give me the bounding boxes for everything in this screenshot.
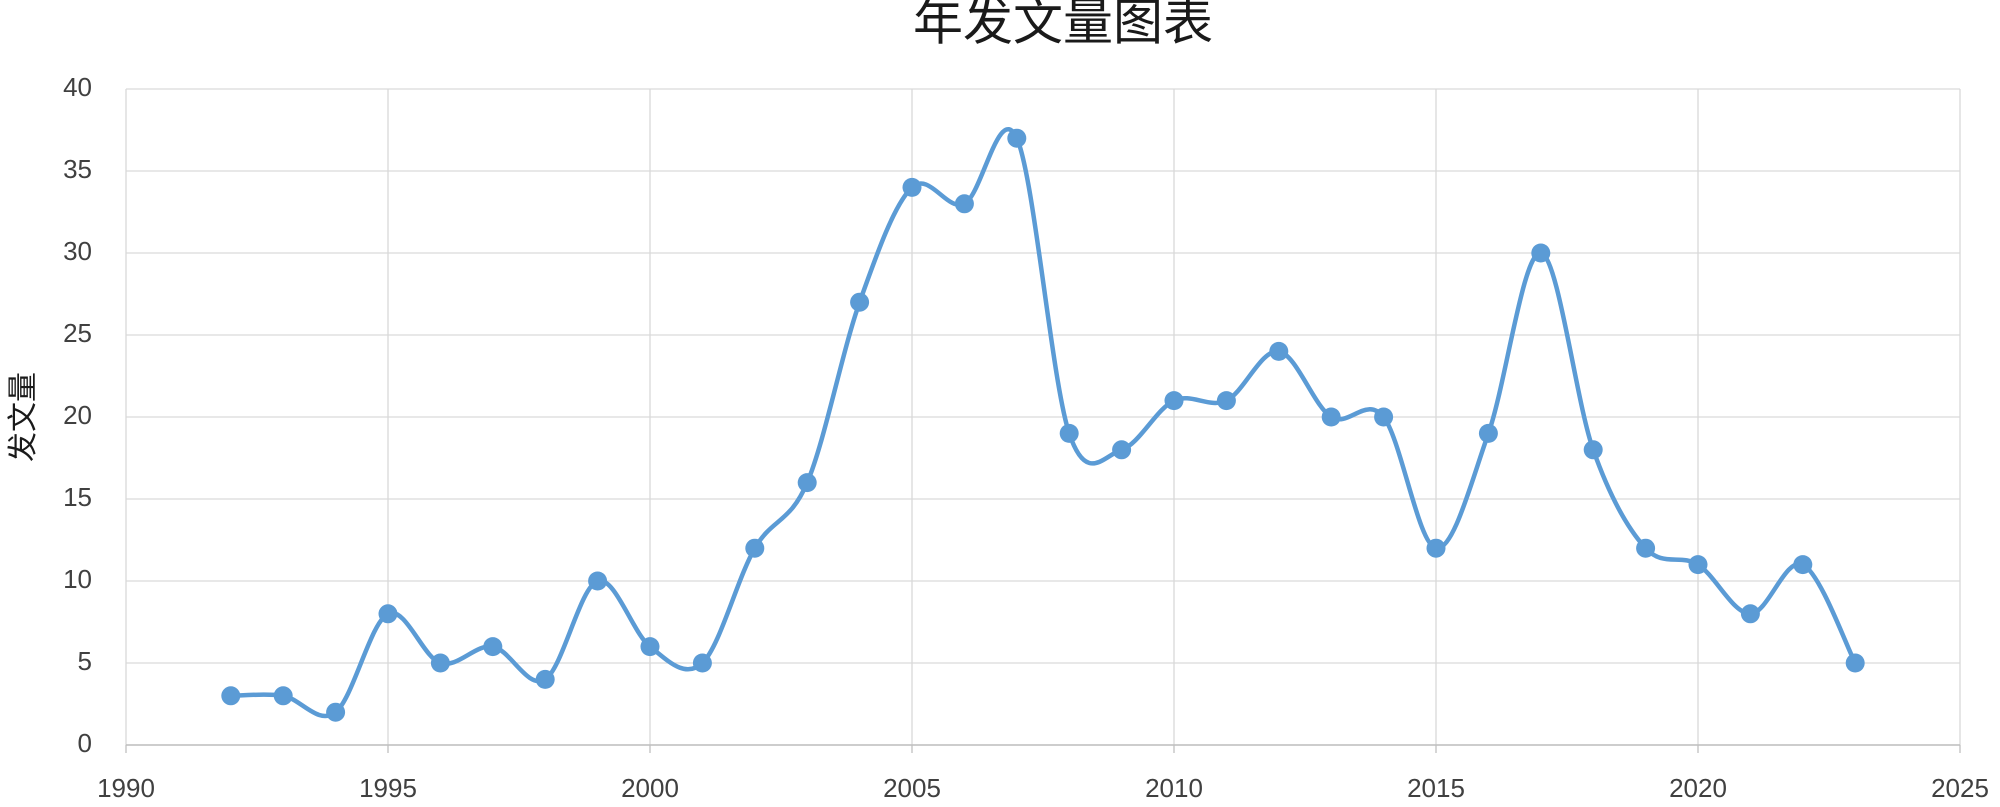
x-tick-label: 2000 bbox=[621, 773, 679, 803]
chart-title: 年发文量图表 bbox=[913, 0, 1213, 50]
marker bbox=[1216, 391, 1236, 411]
y-tick-label: 40 bbox=[63, 72, 92, 102]
marker bbox=[1374, 407, 1394, 427]
marker bbox=[1531, 243, 1551, 263]
y-tick-label: 15 bbox=[63, 482, 92, 512]
x-tick-label: 2025 bbox=[1931, 773, 1989, 803]
marker bbox=[1426, 538, 1446, 558]
marker bbox=[954, 194, 974, 214]
marker bbox=[1793, 555, 1813, 575]
marker bbox=[430, 653, 450, 673]
y-tick-label: 35 bbox=[63, 154, 92, 184]
x-tick-label: 2015 bbox=[1407, 773, 1465, 803]
x-tick-label: 1995 bbox=[359, 773, 417, 803]
x-tick-label: 2010 bbox=[1145, 773, 1203, 803]
marker bbox=[326, 702, 346, 722]
marker bbox=[1583, 440, 1603, 460]
marker bbox=[378, 604, 398, 624]
line bbox=[230, 126, 1858, 719]
y-tick-label: 25 bbox=[63, 318, 92, 348]
marker bbox=[692, 653, 712, 673]
marker bbox=[1740, 604, 1760, 624]
marker bbox=[1636, 538, 1656, 558]
marker bbox=[1164, 391, 1184, 411]
y-tick-label: 5 bbox=[78, 646, 92, 676]
marker bbox=[745, 538, 765, 558]
marker bbox=[1112, 440, 1132, 460]
marker bbox=[1269, 341, 1289, 361]
marker bbox=[273, 686, 293, 706]
marker bbox=[797, 473, 817, 493]
marker bbox=[221, 686, 241, 706]
marker bbox=[1688, 555, 1708, 575]
y-tick-label: 0 bbox=[78, 728, 92, 758]
marker bbox=[902, 177, 922, 197]
y-axis-label: 发文量 bbox=[7, 372, 40, 462]
marker bbox=[1321, 407, 1341, 427]
marker bbox=[1059, 423, 1079, 443]
y-tick-label: 20 bbox=[63, 400, 92, 430]
x-tick-label: 2020 bbox=[1669, 773, 1727, 803]
marker bbox=[850, 292, 870, 312]
marker bbox=[640, 637, 660, 657]
marker bbox=[483, 637, 503, 657]
marker bbox=[535, 669, 555, 689]
marker bbox=[1478, 423, 1498, 443]
y-tick-label: 10 bbox=[63, 564, 92, 594]
x-tick-label: 1990 bbox=[97, 773, 155, 803]
x-tick-label: 2005 bbox=[883, 773, 941, 803]
marker bbox=[588, 571, 608, 591]
marker bbox=[1845, 653, 1865, 673]
y-tick-label: 30 bbox=[63, 236, 92, 266]
marker bbox=[1007, 128, 1027, 148]
